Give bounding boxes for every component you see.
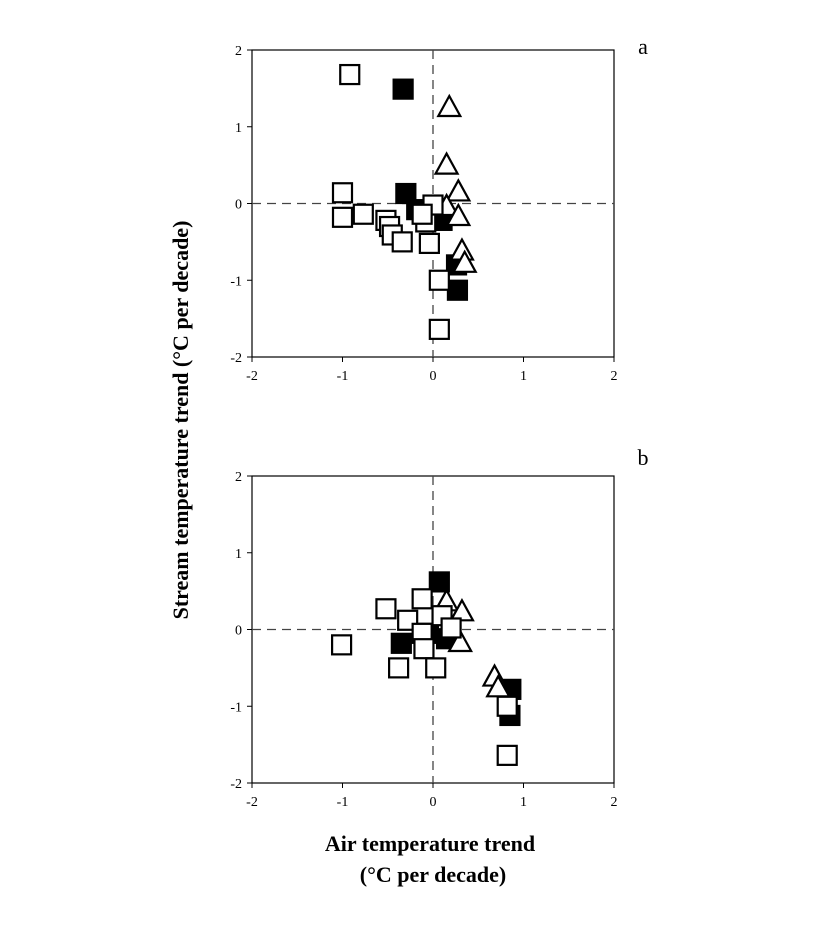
x-tick-label: 0 (430, 369, 437, 384)
x-tick-label: -2 (246, 795, 258, 810)
filled-square-point (428, 571, 450, 593)
x-tick-label: -2 (246, 369, 258, 384)
panel-label: b (638, 445, 649, 470)
y-tick-label: 1 (235, 547, 242, 562)
x-tick-label: -1 (337, 795, 349, 810)
open-square-point (418, 232, 440, 255)
triangle-point (451, 249, 478, 273)
x-axis-title-line1: Air temperature trend (325, 831, 535, 856)
panel-b: -2 -1 0 1 2 -2 -1 0 1 2 b (230, 445, 648, 810)
open-square-point (388, 657, 410, 679)
triangle-point (447, 628, 474, 653)
open-square-point (413, 638, 435, 660)
y-tick-label: 0 (235, 624, 242, 639)
x-tick-label: 0 (430, 795, 437, 810)
open-square-point (331, 182, 354, 204)
y-tick-label: -1 (230, 274, 242, 289)
open-square-point (411, 588, 433, 610)
x-tick-label: 1 (520, 795, 527, 810)
y-tick-label: 2 (235, 470, 242, 485)
triangle-point (445, 178, 472, 202)
open-square-point (428, 269, 450, 291)
open-square-point (425, 657, 447, 679)
x-tick-label: 1 (520, 369, 527, 384)
x-tick-label: 2 (611, 369, 618, 384)
y-tick-label: 2 (235, 44, 242, 59)
open-square-point (339, 63, 361, 86)
filled-square-point (446, 279, 469, 301)
triangle-point (449, 598, 475, 622)
open-square-point (375, 598, 397, 620)
y-tick-label: 0 (235, 198, 242, 213)
y-tick-label: -2 (230, 351, 242, 366)
filled-square-point (390, 632, 412, 654)
panel-label: a (638, 34, 648, 59)
y-tick-label: -2 (230, 777, 242, 792)
open-square-point (352, 203, 374, 225)
x-axis-title-line2: (°C per decade) (360, 862, 506, 887)
filled-square-point (395, 182, 417, 205)
panel-a: -2 -1 0 1 2 -2 -1 0 1 2 a (230, 34, 648, 384)
open-square-point (331, 206, 354, 228)
filled-square-point (392, 78, 414, 100)
open-square-point (496, 695, 518, 717)
open-square-point (496, 744, 518, 766)
open-square-point (391, 231, 413, 253)
triangle-point (436, 93, 463, 118)
x-tick-label: -1 (337, 369, 349, 384)
open-square-point (440, 617, 462, 639)
open-square-point (330, 634, 353, 656)
y-tick-label: 1 (235, 121, 242, 136)
open-square-point (428, 318, 450, 340)
y-axis-title: Stream temperature trend (°C per decade) (168, 221, 193, 620)
y-tick-label: -1 (230, 700, 242, 715)
triangle-point (433, 151, 460, 175)
open-square-point (411, 203, 433, 225)
triangle-point (445, 202, 472, 227)
x-tick-label: 2 (611, 795, 618, 810)
